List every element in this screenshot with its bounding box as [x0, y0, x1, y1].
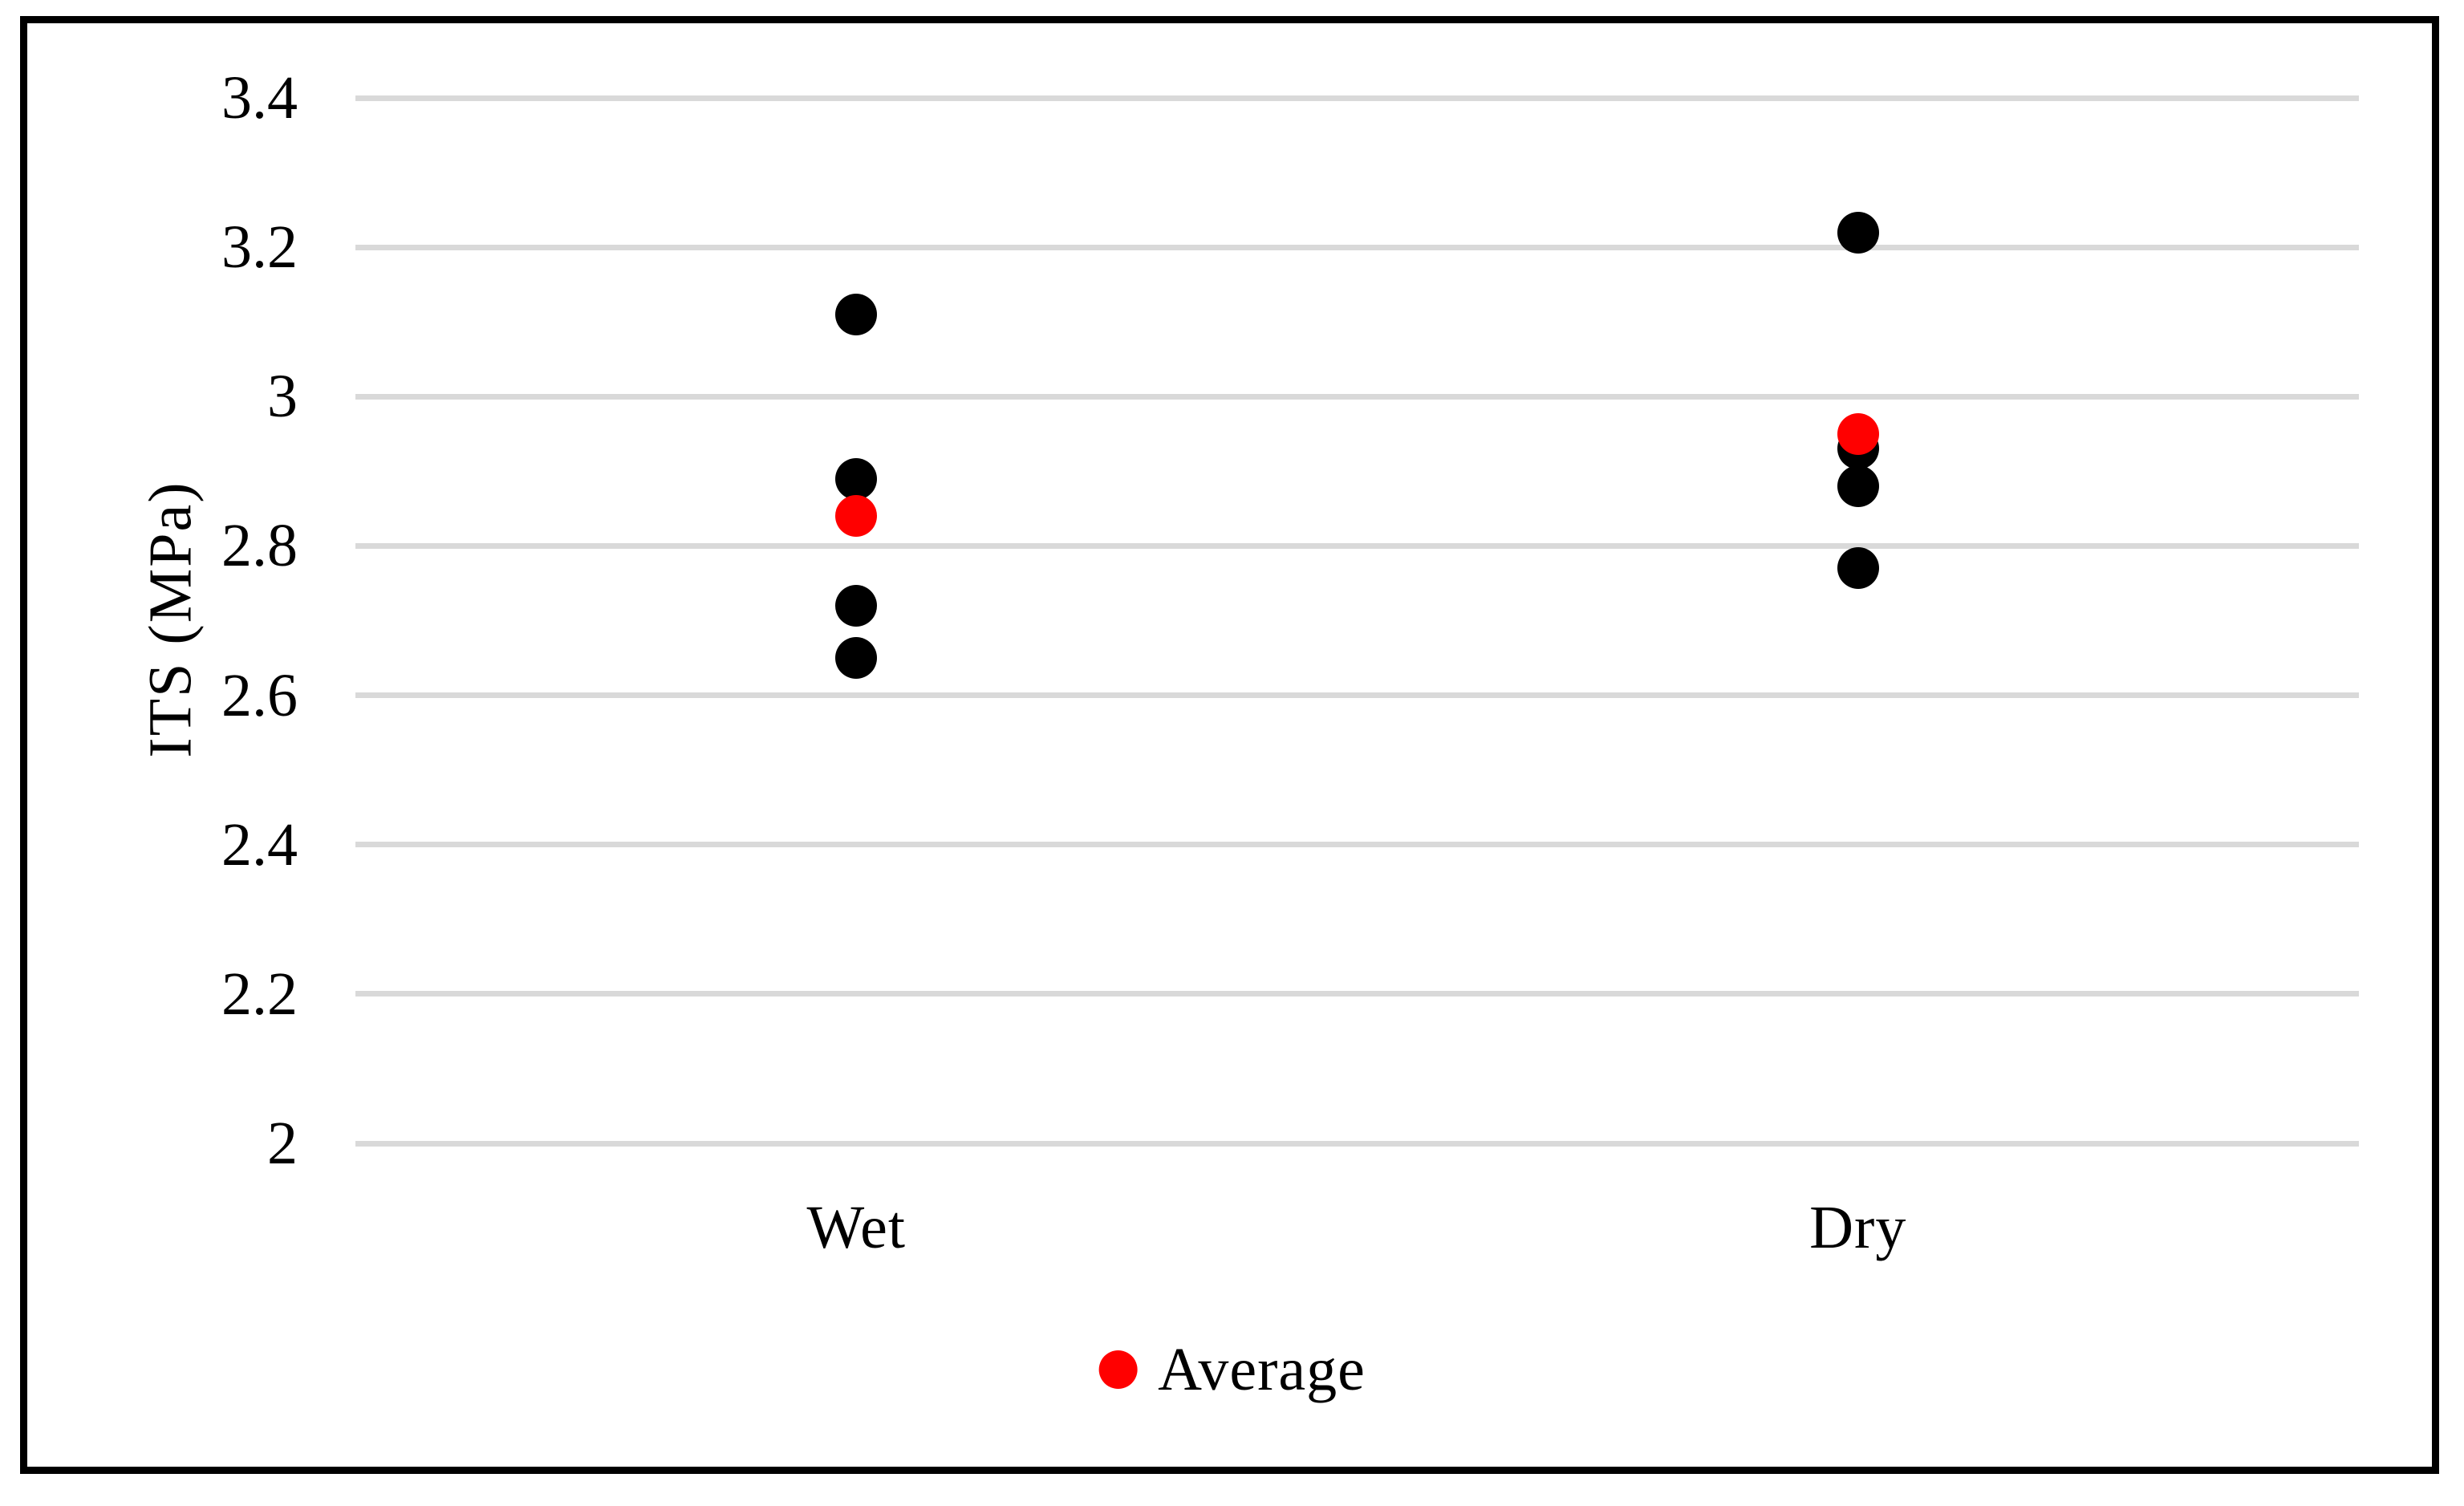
- data-point: [835, 637, 878, 680]
- gridline: [355, 95, 2359, 101]
- y-tick-label: 2.8: [221, 512, 298, 580]
- gridline: [355, 842, 2359, 848]
- x-axis-label: Wet: [806, 1194, 906, 1261]
- data-point: [1837, 547, 1879, 590]
- legend-label: Average: [1158, 1336, 1366, 1403]
- data-point: [1837, 465, 1879, 507]
- x-axis-label: Dry: [1809, 1194, 1907, 1261]
- gridline: [355, 393, 2359, 400]
- legend: Average: [1098, 1331, 1366, 1408]
- y-tick-label: 2: [267, 1110, 298, 1177]
- gridline: [355, 991, 2359, 997]
- gridline: [355, 1140, 2359, 1147]
- data-point: [835, 293, 878, 335]
- gridline: [355, 244, 2359, 250]
- y-tick-label: 3: [267, 363, 298, 431]
- y-tick-label: 2.4: [221, 810, 298, 879]
- y-tick-label: 2.6: [221, 661, 298, 729]
- data-point: [835, 457, 878, 500]
- data-point: [1837, 211, 1879, 254]
- y-tick-label: 2.2: [221, 960, 298, 1028]
- y-tick-label: 3.2: [221, 213, 298, 282]
- average-point: [835, 495, 878, 538]
- chart-frame: [20, 16, 2439, 1474]
- y-tick-label: 3.4: [221, 64, 298, 132]
- gridline: [355, 542, 2359, 549]
- gridline: [355, 692, 2359, 699]
- data-point: [835, 584, 878, 627]
- average-marker-icon: [1098, 1350, 1138, 1389]
- average-point: [1837, 412, 1879, 455]
